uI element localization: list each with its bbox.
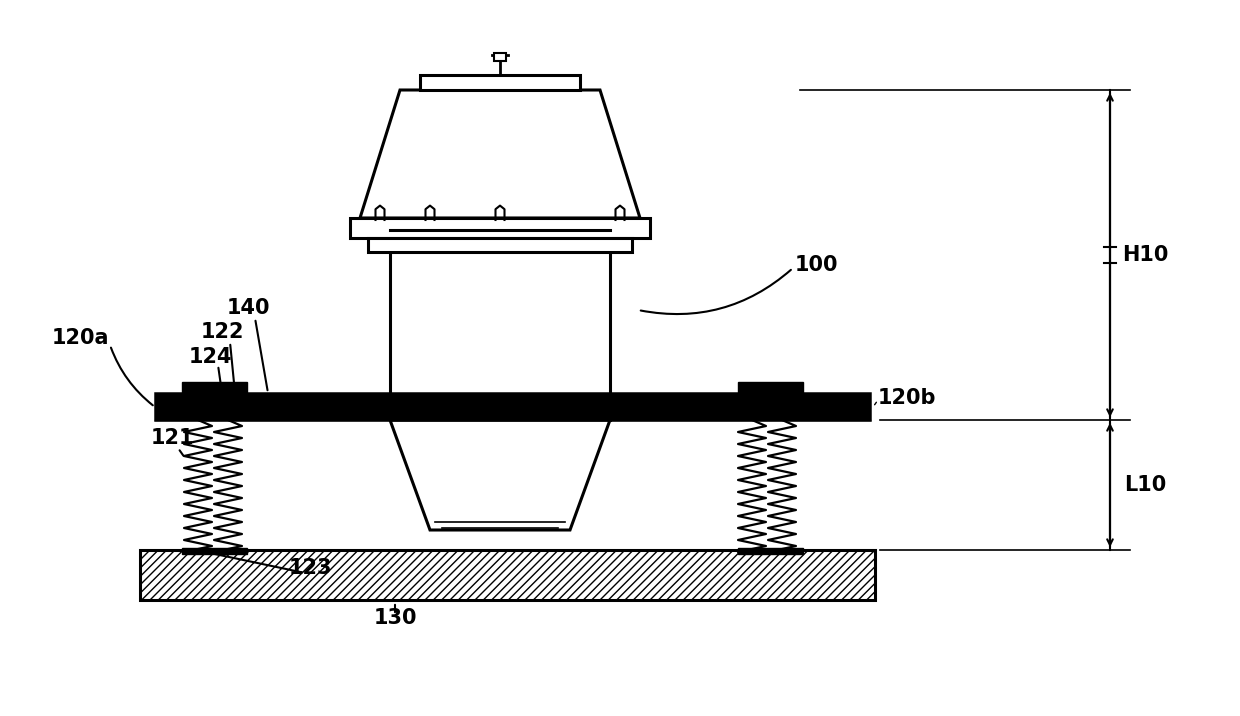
Bar bbox=[738, 548, 804, 554]
Text: 122: 122 bbox=[200, 322, 244, 342]
Text: 130: 130 bbox=[373, 608, 417, 628]
Bar bbox=[182, 548, 247, 554]
Text: L10: L10 bbox=[1123, 475, 1166, 495]
Bar bbox=[738, 382, 804, 394]
Text: 140: 140 bbox=[226, 298, 270, 318]
Bar bbox=[515, 230, 526, 252]
Bar bbox=[350, 218, 650, 238]
Bar bbox=[434, 230, 446, 252]
Text: H10: H10 bbox=[1122, 245, 1168, 265]
Text: 120a: 120a bbox=[52, 328, 109, 348]
Text: 120b: 120b bbox=[878, 388, 936, 408]
Bar bbox=[494, 53, 506, 61]
Bar bbox=[584, 230, 596, 252]
Polygon shape bbox=[360, 90, 640, 218]
Bar bbox=[391, 230, 610, 420]
Bar bbox=[155, 393, 870, 420]
Text: 124: 124 bbox=[188, 347, 232, 367]
Polygon shape bbox=[391, 420, 610, 530]
Bar bbox=[182, 382, 247, 394]
Bar bbox=[368, 238, 632, 252]
Bar bbox=[420, 75, 580, 90]
Text: 123: 123 bbox=[288, 558, 332, 578]
Text: 100: 100 bbox=[795, 255, 838, 275]
Text: 121: 121 bbox=[150, 428, 193, 448]
Bar bbox=[140, 550, 875, 600]
Bar bbox=[399, 230, 410, 252]
